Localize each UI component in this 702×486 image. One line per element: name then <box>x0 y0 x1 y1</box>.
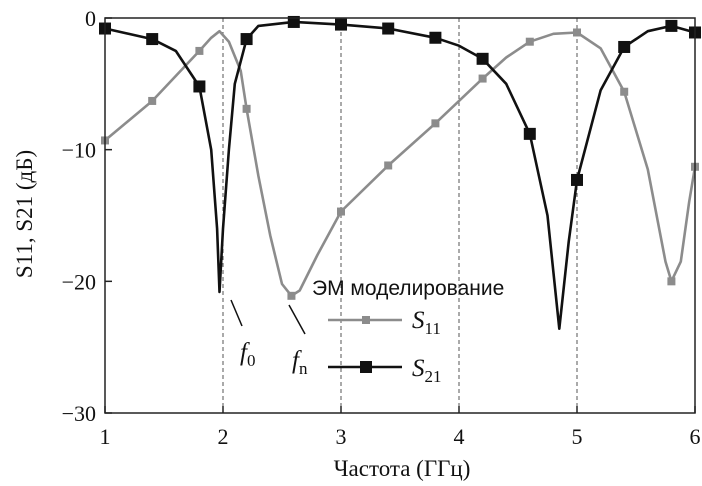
y-axis-label: S11, S21 (дБ) <box>12 150 37 278</box>
legend-title: ЭМ моделирование <box>312 277 504 300</box>
data-point-s11 <box>384 161 393 170</box>
data-point-s11 <box>573 28 581 37</box>
x-tick-label: 2 <box>218 424 229 449</box>
data-point-s21 <box>193 80 206 93</box>
data-point-s21 <box>240 33 253 46</box>
x-tick-label: 6 <box>690 424 701 449</box>
data-point-s11 <box>148 96 157 105</box>
data-point-s11 <box>620 87 629 96</box>
data-point-s21 <box>476 52 489 65</box>
data-point-s11 <box>287 291 296 300</box>
data-point-s11 <box>337 207 345 216</box>
data-point-s11 <box>478 74 487 83</box>
legend-marker-s11 <box>362 316 370 324</box>
annotation-f0: f0 <box>240 339 255 370</box>
legend-item-s21: S21 <box>328 355 442 386</box>
plot-frame <box>104 17 696 414</box>
y-tick-label: 0 <box>85 6 96 31</box>
legend-item-s11: S11 <box>328 307 441 338</box>
data-point-s21 <box>287 15 300 28</box>
x-tick-label: 4 <box>454 424 465 449</box>
fn-pointer <box>288 304 306 335</box>
data-point-s21 <box>571 173 583 186</box>
annotations: f0 fn <box>230 299 308 378</box>
series-line-s11 <box>104 29 697 298</box>
x-tick-label: 1 <box>100 424 111 449</box>
grid-lines <box>222 18 578 413</box>
series-s11 <box>101 28 699 300</box>
data-point-s11 <box>195 46 204 55</box>
y-tick-label: −20 <box>62 269 96 294</box>
x-tick-label: 5 <box>572 424 583 449</box>
f0-pointer <box>230 299 243 327</box>
data-point-s11 <box>667 277 676 286</box>
data-point-s11 <box>242 104 251 113</box>
legend-marker-s21 <box>360 361 372 373</box>
axis-ticks: 1 2 3 4 5 6 0 −10 −20 −30 <box>62 6 701 449</box>
legend-label-s21: S21 <box>412 355 442 386</box>
series-s21 <box>99 15 701 330</box>
data-point-s11 <box>431 119 440 128</box>
legend-label-s11: S11 <box>412 307 441 338</box>
data-point-s21 <box>618 40 631 53</box>
data-point-s11 <box>525 37 534 46</box>
x-tick-label: 3 <box>336 424 347 449</box>
y-tick-label: −30 <box>62 401 96 426</box>
annotation-fn: fn <box>292 347 308 378</box>
data-point-s21 <box>429 31 442 44</box>
data-point-s21 <box>335 18 347 31</box>
legend: ЭМ моделирование S11 S21 <box>312 277 504 386</box>
data-point-s21 <box>523 127 536 140</box>
y-tick-label: −10 <box>62 138 96 163</box>
x-axis-label: Частота (ГГц) <box>334 456 471 481</box>
data-point-s21 <box>146 33 159 46</box>
data-point-s21 <box>382 22 395 35</box>
data-point-s21 <box>665 19 678 32</box>
